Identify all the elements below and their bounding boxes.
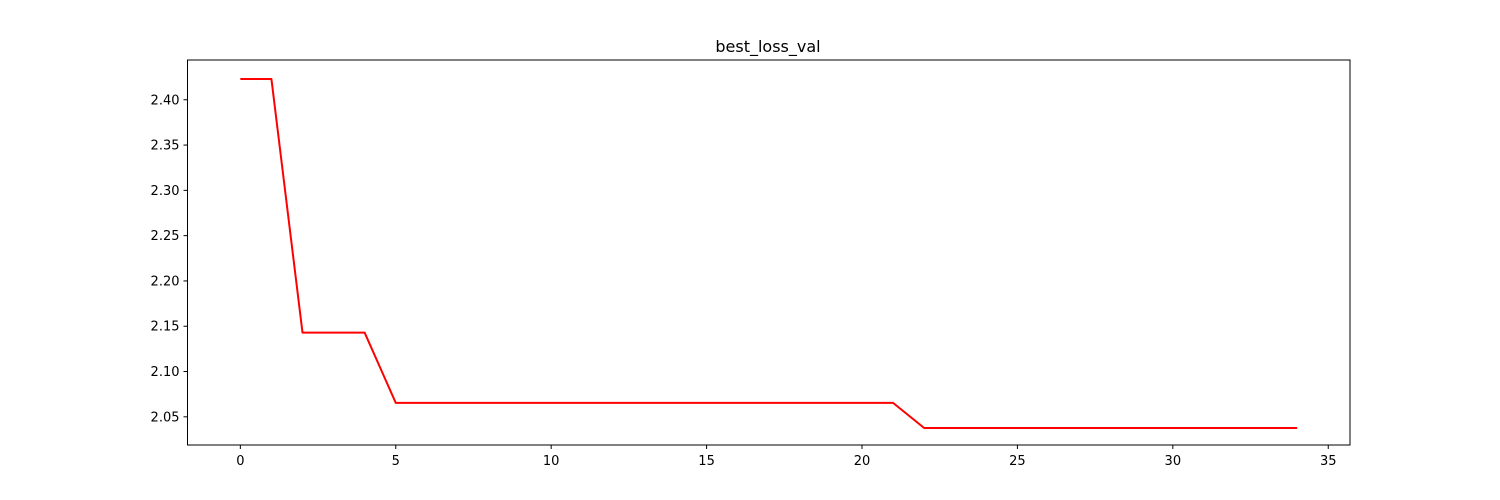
x-tick-label: 30 <box>1165 454 1182 469</box>
x-tick-label: 35 <box>1320 454 1337 469</box>
y-tick-label: 2.05 <box>151 410 180 425</box>
x-axis: 0 5 10 15 20 25 30 35 <box>236 445 1337 469</box>
y-tick-label: 2.20 <box>151 274 180 289</box>
x-tick-label: 25 <box>1009 454 1026 469</box>
y-tick-label: 2.10 <box>151 365 180 380</box>
plot-frame <box>187 59 1351 446</box>
x-tick-label: 20 <box>854 454 871 469</box>
x-tick-label: 0 <box>236 454 244 469</box>
y-tick-label: 2.40 <box>151 93 180 108</box>
chart-title: best_loss_val <box>715 37 820 57</box>
y-tick-label: 2.25 <box>151 229 180 244</box>
series-layer <box>240 78 1298 429</box>
x-tick-label: 15 <box>698 454 715 469</box>
x-tick-label: 10 <box>543 454 560 469</box>
y-axis: 2.05 2.10 2.15 2.20 2.25 2.30 2.35 2.40 <box>151 93 188 425</box>
x-tick-label: 5 <box>392 454 400 469</box>
y-tick-label: 2.15 <box>151 320 180 335</box>
y-tick-label: 2.30 <box>151 184 180 199</box>
plot-area <box>187 60 1350 445</box>
y-tick-label: 2.35 <box>151 139 180 154</box>
series-line <box>240 78 1298 429</box>
